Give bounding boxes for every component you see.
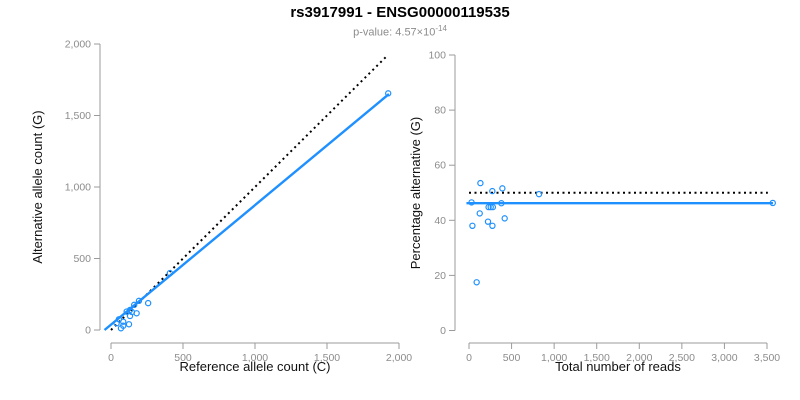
p-value-exponent: -14	[435, 24, 447, 33]
data-point	[385, 90, 392, 97]
data-point	[535, 190, 543, 198]
data-point	[166, 269, 174, 277]
x-tick-label: 1,000	[242, 352, 268, 364]
y-tick-label: 40	[434, 215, 446, 227]
x-tick-label: 3,000	[711, 352, 737, 364]
data-point	[769, 199, 776, 207]
data-point	[477, 179, 484, 187]
data-point	[469, 222, 476, 230]
right-y-axis-title: Percentage alternative (G)	[408, 116, 423, 270]
data-point	[133, 310, 140, 317]
y-tick-label: 500	[73, 253, 91, 265]
x-tick-label: 1,500	[584, 352, 610, 364]
data-point	[120, 322, 127, 329]
right-x-axis-title: Total number of reads	[555, 359, 681, 374]
data-point	[476, 210, 483, 217]
fit-line	[103, 93, 390, 331]
figure-title: rs3917991 - ENSG00000119535	[290, 4, 510, 21]
y-tick-label: 60	[434, 160, 446, 172]
y-tick-label: 20	[434, 270, 446, 282]
data-point	[144, 299, 152, 307]
figure-subtitle: p-value: 4.57×10-14	[0, 24, 800, 39]
data-point	[489, 187, 496, 195]
data-point	[135, 297, 143, 305]
data-point	[489, 222, 496, 230]
data-point	[473, 279, 480, 286]
y-tick-label: 1,000	[65, 182, 91, 194]
data-point	[501, 215, 508, 222]
left-y-axis-title: Alternative allele count (G)	[30, 110, 45, 264]
y-tick-label: 80	[434, 105, 446, 117]
data-point	[125, 321, 133, 328]
percentage-alternative-plot: 0 20 40 60 80 100 0 500 1,000 1,500 2,000 2,500 3,00…	[428, 50, 780, 365]
data-point	[120, 318, 127, 325]
y-tick-label: 2,000	[65, 39, 91, 51]
data-point	[487, 203, 494, 211]
x-tick-label: 2,500	[669, 352, 695, 364]
x-tick-label: 2,000	[386, 352, 412, 364]
y-tick-label: 0	[440, 325, 446, 337]
allele-counts-plot: 0 500 1,000 1,500 2,000 0 500 1,000 1,500 2,000	[65, 39, 413, 365]
data-point	[130, 301, 138, 309]
y-tick-label: 1,500	[65, 110, 91, 122]
x-tick-label: 500	[503, 352, 521, 364]
data-point	[485, 203, 492, 211]
x-tick-label: 0	[466, 352, 472, 364]
x-tick-label: 1,500	[314, 352, 340, 364]
data-point	[498, 200, 505, 207]
x-tick-label: 500	[174, 352, 192, 364]
y-tick-label: 0	[85, 325, 91, 337]
left-x-axis-title: Reference allele count (C)	[179, 359, 331, 374]
x-tick-label: 0	[108, 352, 114, 364]
data-point	[499, 185, 506, 192]
data-point	[468, 199, 475, 206]
identity-line	[110, 56, 387, 331]
p-value-text: p-value: 4.57×10	[353, 26, 436, 39]
x-tick-label: 3,500	[754, 352, 780, 364]
data-point	[484, 218, 492, 225]
x-tick-label: 1,000	[541, 352, 567, 364]
y-tick-label: 100	[428, 50, 446, 62]
data-point	[489, 203, 497, 211]
x-tick-label: 2,000	[626, 352, 652, 364]
